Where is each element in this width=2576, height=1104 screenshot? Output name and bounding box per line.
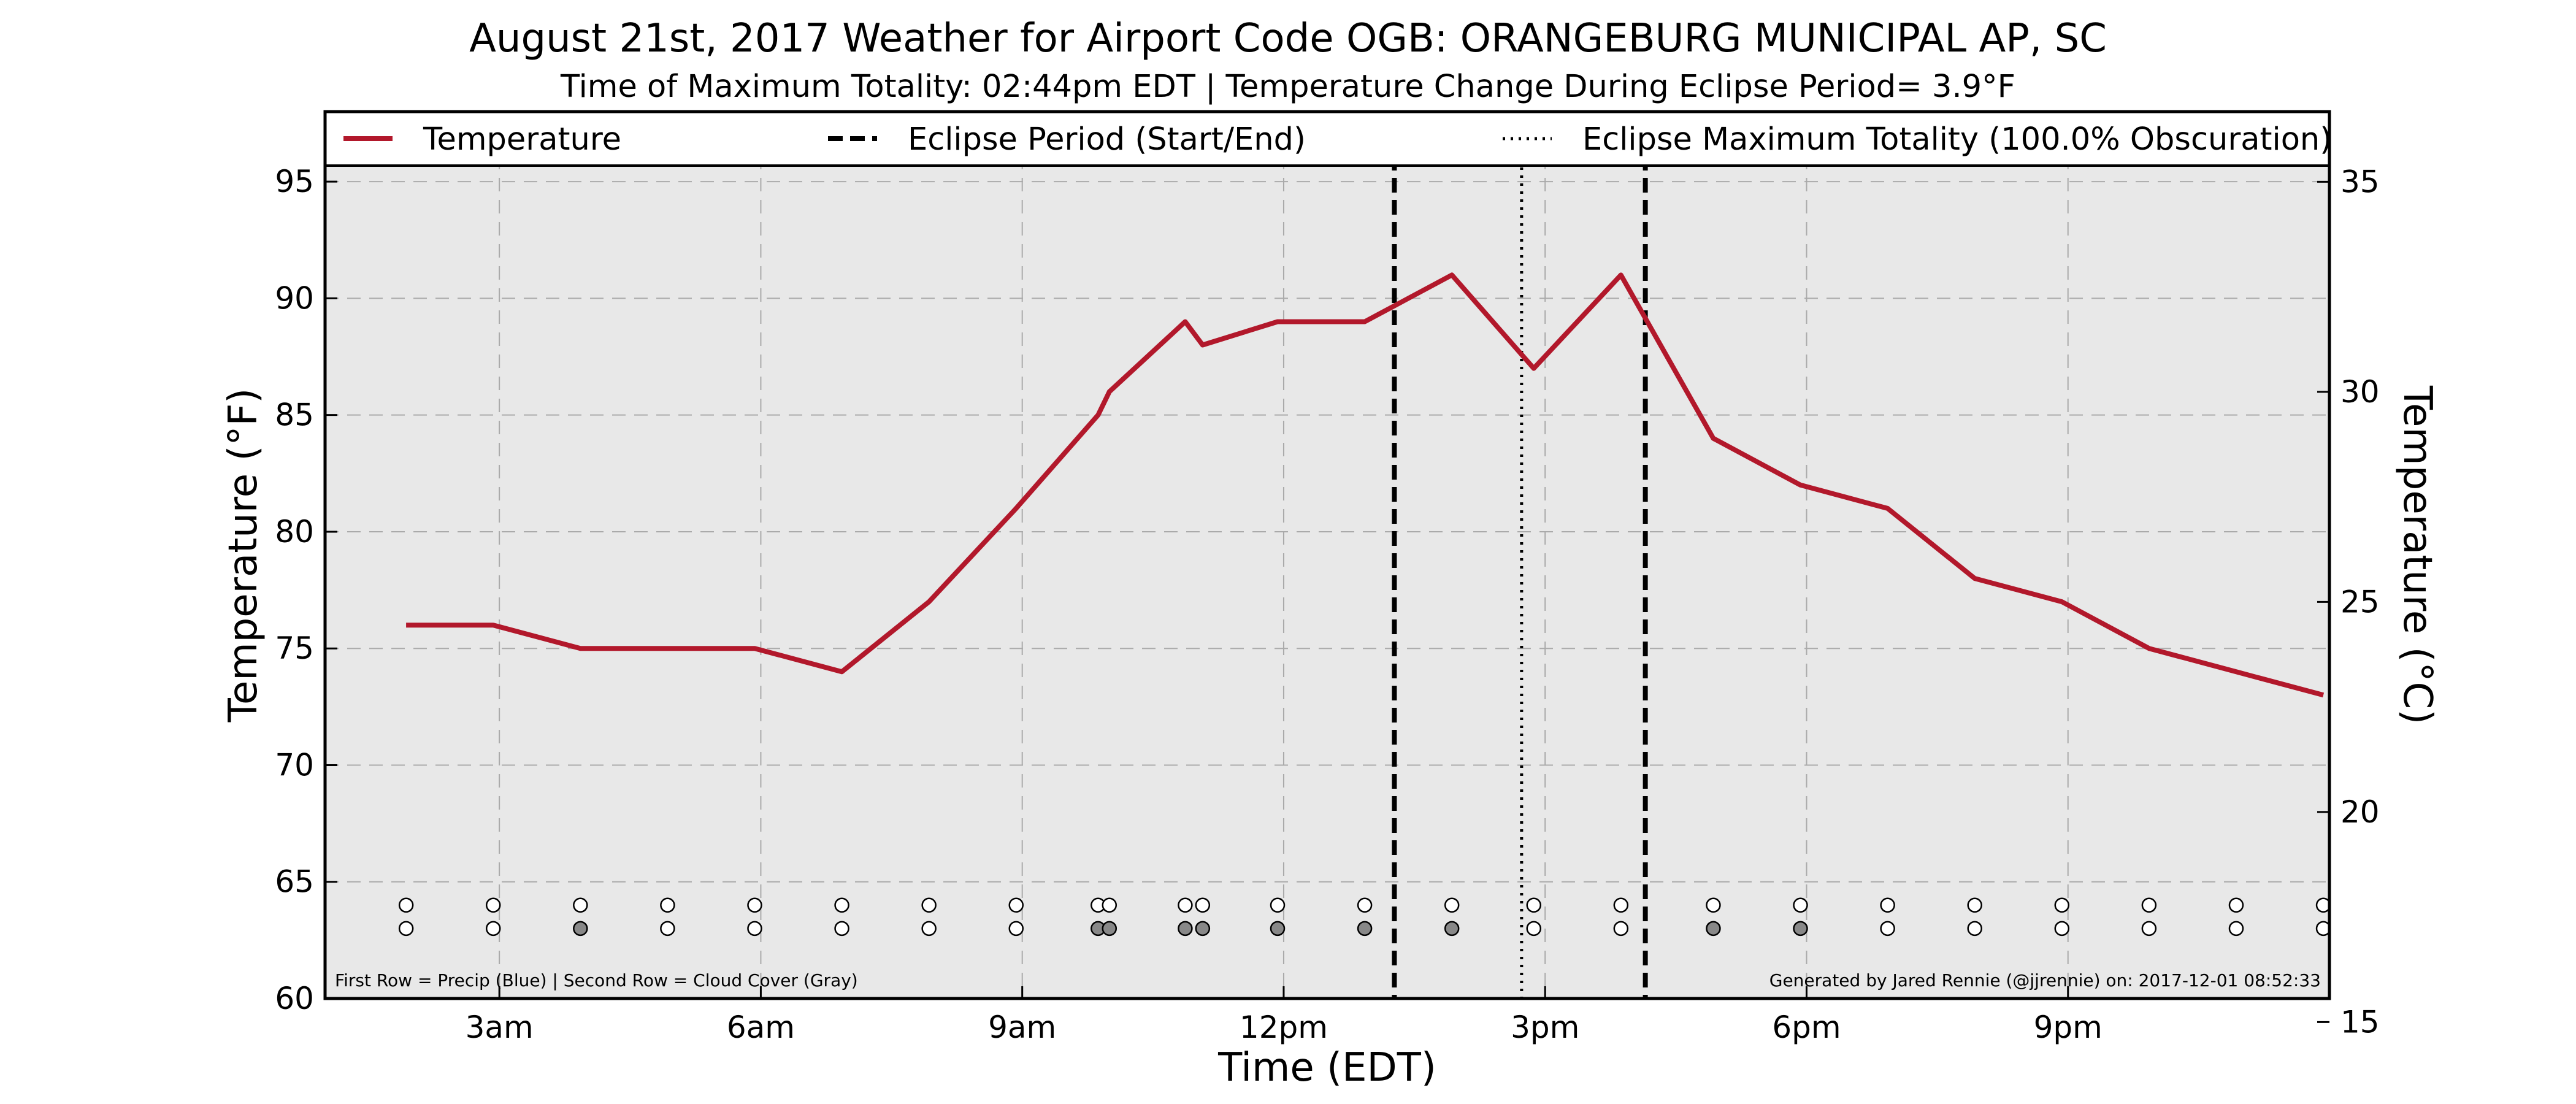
cloud-cover-marker — [1178, 921, 1193, 937]
cloud-cover-marker — [1526, 921, 1541, 937]
precip-marker — [1880, 897, 1895, 913]
y-axis-ticks: 60 65 70 75 80 85 90 95 — [275, 164, 337, 1016]
precip-marker — [747, 897, 762, 913]
cloud-cover-marker — [1008, 921, 1024, 937]
precip-marker — [1195, 897, 1211, 913]
cloud-cover-marker — [2228, 921, 2244, 937]
cloud-cover-marker — [1102, 921, 1117, 937]
precip-marker — [1178, 897, 1193, 913]
x-tick-label: 6am — [727, 1010, 795, 1045]
cloud-cover-marker — [1613, 921, 1629, 937]
cloud-cover-marker — [1880, 921, 1895, 937]
plot-background — [325, 112, 2329, 999]
precip-marker — [921, 897, 937, 913]
observation-markers — [398, 897, 2331, 937]
plot-frame — [323, 110, 2331, 1000]
precip-marker — [2054, 897, 2070, 913]
y-axis-right-label: Temperature (°C) — [2394, 385, 2440, 724]
precip-marker — [1706, 897, 1721, 913]
cloud-cover-marker — [1195, 921, 1211, 937]
precip-marker — [1357, 897, 1373, 913]
eclipse-lines — [1392, 112, 1648, 999]
y-axis-label: Temperature (°F) — [221, 388, 266, 723]
y-right-tick-label: 35 — [2340, 164, 2380, 199]
precip-marker — [2141, 897, 2157, 913]
y-tick-label: 95 — [275, 164, 314, 199]
y-tick-label: 75 — [275, 631, 314, 666]
y-right-tick-label: 20 — [2340, 794, 2380, 830]
precip-marker — [1967, 897, 1982, 913]
x-tick-label: 12pm — [1240, 1010, 1328, 1045]
chart-title: August 21st, 2017 Weather for Airport Co… — [469, 16, 2107, 61]
x-axis-label: Time (EDT) — [1217, 1045, 1436, 1091]
precip-marker — [398, 897, 414, 913]
precip-marker — [573, 897, 588, 913]
y-tick-label: 80 — [275, 514, 314, 550]
cloud-cover-marker — [660, 921, 675, 937]
y-right-tick-label: 15 — [2340, 1004, 2380, 1040]
x-tick-label: 9pm — [2034, 1010, 2103, 1045]
precip-marker — [1102, 897, 1117, 913]
cloud-cover-marker — [1793, 921, 1808, 937]
precip-marker — [1270, 897, 1286, 913]
y-right-tick-label: 25 — [2340, 584, 2380, 619]
cloud-cover-marker — [1444, 921, 1460, 937]
legend-label: Eclipse Maximum Totality (100.0% Obscura… — [1582, 121, 2332, 158]
legend: Temperature Eclipse Period (Start/End) Ecl… — [343, 121, 2332, 158]
precip-marker — [1444, 897, 1460, 913]
series-line-temperature — [406, 272, 2325, 698]
y-tick-label: 65 — [275, 864, 314, 900]
precip-marker — [2228, 897, 2244, 913]
footnote-left: First Row = Precip (Blue) | Second Row =… — [335, 970, 858, 991]
precip-marker — [1613, 897, 1629, 913]
cloud-cover-marker — [1967, 921, 1982, 937]
y-tick-label: 85 — [275, 397, 314, 433]
precip-marker — [1008, 897, 1024, 913]
precip-marker — [660, 897, 675, 913]
precip-marker — [485, 897, 501, 913]
precip-marker — [834, 897, 849, 913]
cloud-cover-marker — [398, 921, 414, 937]
footnote-right: Generated by Jared Rennie (@jjrennie) on… — [1769, 970, 2321, 991]
cloud-cover-marker — [1357, 921, 1373, 937]
legend-label: Temperature — [423, 121, 621, 158]
x-tick-label: 3am — [466, 1010, 534, 1045]
precip-marker — [1526, 897, 1541, 913]
x-tick-label: 3pm — [1511, 1010, 1579, 1045]
series-layer — [406, 272, 2325, 698]
precip-marker — [1793, 897, 1808, 913]
y-tick-label: 70 — [275, 747, 314, 783]
cloud-cover-marker — [2141, 921, 2157, 937]
cloud-cover-marker — [573, 921, 588, 937]
y-axis-right-ticks: 15 20 25 30 35 — [2317, 164, 2380, 1040]
plot-area: Temperature Eclipse Period (Start/End) Ecl… — [323, 110, 2332, 1000]
cloud-cover-marker — [747, 921, 762, 937]
legend-label: Eclipse Period (Start/End) — [908, 121, 1306, 158]
cloud-cover-marker — [485, 921, 501, 937]
y-tick-label: 90 — [275, 280, 314, 316]
cloud-cover-marker — [921, 921, 937, 937]
y-right-tick-label: 30 — [2340, 374, 2380, 410]
cloud-cover-marker — [834, 921, 849, 937]
x-axis-ticks: 3am 6am 9am 12pm 3pm 6pm 9pm — [466, 986, 2103, 1045]
cloud-cover-marker — [1706, 921, 1721, 937]
cloud-cover-marker — [2054, 921, 2070, 937]
chart-subtitle: Time of Maximum Totality: 02:44pm EDT | … — [560, 69, 2015, 105]
cloud-cover-marker — [1270, 921, 1286, 937]
x-tick-label: 9am — [988, 1010, 1056, 1045]
y-tick-label: 60 — [275, 981, 314, 1016]
x-tick-label: 6pm — [1772, 1010, 1841, 1045]
